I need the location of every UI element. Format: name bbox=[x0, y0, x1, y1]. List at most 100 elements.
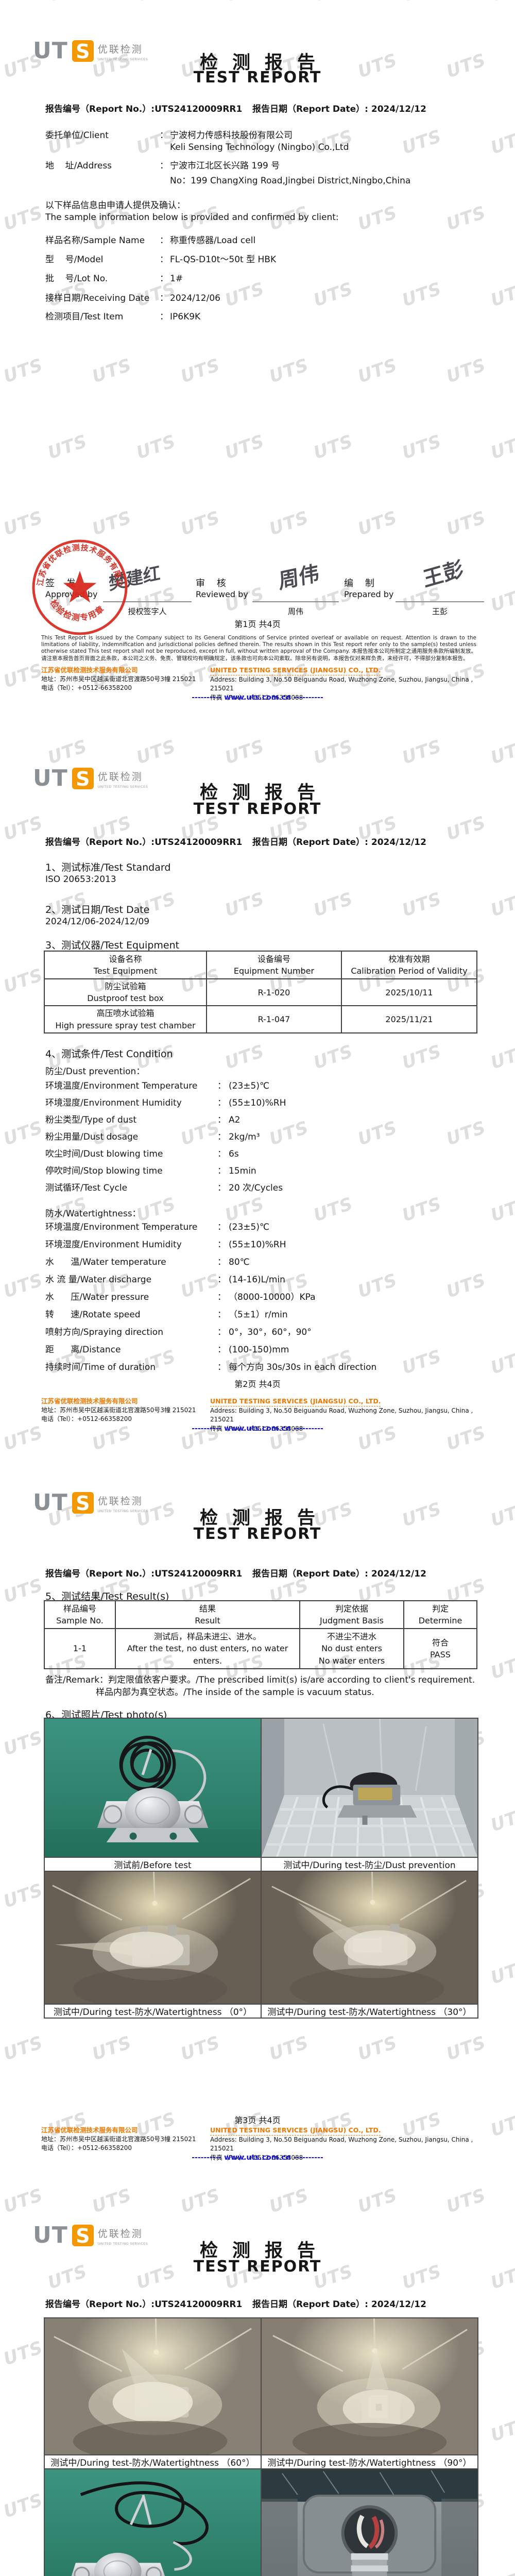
equipment-header-number: 设备编号 Equipment Number bbox=[206, 951, 342, 979]
colon: ： bbox=[160, 235, 168, 246]
colon: ： bbox=[160, 130, 168, 141]
client-row: 委托单位/Client ：宁波柯力传感科技股份有限公司 bbox=[45, 128, 293, 141]
water-condition-row: 转 速/Rotate speed：（5±1）r/min bbox=[45, 1310, 288, 1320]
result-description: 测试后，样品未进尘、进水。 After the test, no dust ent… bbox=[115, 1628, 300, 1669]
report-no-line: 报告编号（Report No.）:UTS24120009RR1 报告日期（Rep… bbox=[0, 101, 515, 114]
section-3-title: 3、测试仪器/Test Equipment bbox=[45, 940, 180, 951]
model-label: 型 号/Model bbox=[45, 255, 104, 265]
logo-ut-text: UT bbox=[33, 1489, 68, 1516]
logo-cn-text: 优联检测 bbox=[97, 771, 143, 783]
footer-company-cn: 江苏省优联检测技术服务有限公司 bbox=[41, 666, 138, 674]
remark-label: 备注/Remark： bbox=[45, 1675, 109, 1685]
prepared-signature: 王彭 bbox=[421, 557, 466, 592]
lot-no-label: 批 号/Lot No. bbox=[45, 274, 108, 284]
results-header-basis: 判定依据 Judgment Basis bbox=[299, 1600, 404, 1629]
page-number: 第1页 共4页 bbox=[234, 619, 281, 629]
sample-name-label: 样品名称/Sample Name bbox=[45, 235, 145, 246]
photo-caption: 测试中/During test-防水/Watertightness （90°） bbox=[261, 2454, 478, 2469]
receiving-date-row: 接样日期/Receiving Date ： 2024/12/06 bbox=[45, 291, 220, 303]
equipment-name-1: 防尘试验箱 Dustproof test box bbox=[44, 978, 207, 1007]
report-no-line: 报告编号（Report No.）:UTS24120009RR1 报告日期（Rep… bbox=[0, 2297, 515, 2310]
prepared-label-en: Prepared by bbox=[344, 589, 394, 599]
logo-s-box: S bbox=[72, 40, 94, 63]
dust-condition-row: 环境温度/Environment Temperature： (23±5)℃ bbox=[45, 1081, 270, 1091]
test-photos-table-1: 测试前/Before test 测试中/During test-防尘/Dust … bbox=[44, 1718, 478, 2019]
uts-logo: UT S 优联检测 UNITED TESTING SERVICES bbox=[33, 767, 148, 790]
footer-tel: 电话（Tel）：+0512-66358200 bbox=[41, 684, 132, 691]
report-no-value: UTS24120009RR1 bbox=[154, 837, 243, 848]
lot-no-row: 批 号/Lot No. ： 1# bbox=[45, 271, 183, 284]
address-label: 地 址/Address bbox=[45, 161, 112, 171]
company-stamp: 江苏省优联检测技术服务有限公司 检验检测专用章 bbox=[30, 537, 128, 635]
model-value: FL-QS-D10t～50t 型 HBK bbox=[170, 255, 277, 265]
address-value-cn: 宁波市江北区长兴路 199 号 bbox=[170, 161, 280, 171]
results-table-header: 样品编号 Sample No. 结果 Result 判定依据 Judgment Bas… bbox=[44, 1600, 477, 1629]
colon: ： bbox=[160, 274, 168, 284]
report-no-value: UTS24120009RR1 bbox=[154, 104, 243, 114]
footer-address-en: Address: Building 3, No.50 Beiguandu Roa… bbox=[210, 1406, 473, 1423]
footer-fax: 传真（Fax）：+0512-66358088 bbox=[210, 693, 303, 701]
test-item-value: IP6K9K bbox=[170, 312, 201, 322]
footer-website-link[interactable]: ---------- www.uts.com.cn ---------- bbox=[192, 2154, 323, 2162]
footer-website-link[interactable]: ---------- www.uts.com.cn ---------- bbox=[192, 693, 323, 702]
page-title-en: TEST REPORT bbox=[193, 69, 322, 87]
results-header-determine: 判定 Determine bbox=[403, 1600, 477, 1629]
photo-caption: 测试中/During test-防水/Watertightness （60°） bbox=[44, 2454, 262, 2469]
equipment-header-name: 设备名称 Test Equipment bbox=[44, 951, 207, 979]
water-condition-row: 环境湿度/Environment Humidity： (55±10)%RH bbox=[45, 1240, 286, 1250]
colon: ： bbox=[160, 312, 168, 322]
footer-company-en: UNITED TESTING SERVICES (JIANGSU) CO., L… bbox=[210, 1397, 381, 1406]
report-date-label: 报告日期（Report Date）: bbox=[252, 1569, 368, 1579]
dust-condition-row: 环境湿度/Environment Humidity： (55±10)%RH bbox=[45, 1098, 286, 1108]
equipment-name-2: 高压喷水试验箱 High pressure spray test chamber bbox=[44, 1005, 207, 1033]
address-row: 地 址/Address ：宁波市江北区长兴路 199 号 bbox=[45, 158, 280, 171]
logo-s-box: S bbox=[72, 1492, 94, 1515]
sample-name-value: 称重传感器/Load cell bbox=[170, 235, 256, 246]
photo-watertightness-90deg bbox=[261, 2317, 478, 2455]
footer-fax: 传真（Fax）：+0512-66358088 bbox=[210, 1425, 303, 1432]
section-4-title: 4、测试条件/Test Condition bbox=[45, 1048, 173, 1060]
report-no-label: 报告编号（Report No.）: bbox=[45, 1569, 155, 1579]
report-date-label: 报告日期（Report Date）: bbox=[252, 104, 368, 114]
footer-tel: 电话（Tel）：+0512-66358200 bbox=[41, 1415, 132, 1422]
logo-s-box: S bbox=[72, 2225, 94, 2247]
remark-text-1: 判定限值依客户要求。/The prescribed limit(s) is/ar… bbox=[108, 1675, 475, 1685]
page-number: 第2页 共4页 bbox=[234, 1379, 281, 1389]
reviewed-label-cn: 审 核 bbox=[196, 578, 226, 589]
report-page-4: UT S 优联检测 UNITED TESTING SERVICES 检测报告 T… bbox=[0, 2200, 515, 2576]
footer-address-cn: 地址：苏州市吴中区越溪街道北官渡路50号3幢 215021 bbox=[41, 675, 196, 683]
dust-condition-row: 粉尘类型/Type of dust： A2 bbox=[45, 1115, 241, 1125]
water-condition-row: 距 离/Distance： (100-150)mm bbox=[45, 1345, 289, 1355]
receiving-date-value: 2024/12/06 bbox=[170, 293, 220, 303]
sample-name-row: 样品名称/Sample Name ：称重传感器/Load cell bbox=[45, 233, 255, 246]
results-table: 样品编号 Sample No. 结果 Result 判定依据 Judgment Bas… bbox=[44, 1600, 477, 1669]
footer-website-link[interactable]: ---------- www.uts.com.cn ---------- bbox=[192, 1425, 323, 1433]
section-1-title: 1、测试标准/Test Standard bbox=[45, 862, 171, 873]
water-condition-row: 水 流 量/Water discharge： (14-16)L/min bbox=[45, 1275, 285, 1285]
dust-condition-row: 粉尘用量/Dust dosage： 2kg/m³ bbox=[45, 1132, 260, 1142]
water-condition-row: 环境温度/Environment Temperature： (23±5)℃ bbox=[45, 1222, 270, 1232]
sample-note-cn: 以下样品信息由申请人提供及确认： bbox=[45, 200, 185, 211]
footer-company-cn-block: 江苏省优联检测技术服务有限公司 地址：苏州市吴中区越溪街道北官渡路50号3幢 2… bbox=[41, 2126, 211, 2153]
photo-caption: 测试中/During test-防水/Watertightness （0°） bbox=[44, 2004, 262, 2019]
prepared-signer-name: 王彭 bbox=[432, 607, 448, 616]
report-page-1: UT S 优联检测 UNITED TESTING SERVICES 检测报告 T… bbox=[0, 0, 515, 729]
report-no-line: 报告编号（Report No.）:UTS24120009RR1 报告日期（Rep… bbox=[0, 835, 515, 848]
logo-cn-text: 优联检测 bbox=[97, 2228, 143, 2240]
logo-s-box: S bbox=[72, 768, 94, 790]
page-title-en: TEST REPORT bbox=[193, 800, 322, 818]
prepared-label-cn: 编 制 bbox=[344, 578, 374, 589]
test-item-label: 检测项目/Test Item bbox=[45, 312, 124, 322]
reviewed-label-en: Reviewed by bbox=[196, 589, 248, 599]
footer-tel: 电话（Tel）：+0512-66358200 bbox=[41, 2144, 132, 2151]
equipment-number-2: R-1-047 bbox=[206, 1005, 342, 1033]
page-title-cn: 检测报告 bbox=[199, 1508, 330, 1529]
uts-logo: UT S 优联检测 UNITED TESTING SERVICES bbox=[33, 2224, 148, 2247]
footer-company-cn: 江苏省优联检测技术服务有限公司 bbox=[41, 1397, 138, 1405]
page-title-cn: 检测报告 bbox=[199, 2241, 330, 2261]
logo-en-text: UNITED TESTING SERVICES bbox=[97, 57, 148, 61]
equipment-table: 设备名称 Test Equipment 设备编号 Equipment Number … bbox=[44, 951, 477, 1033]
colon: ： bbox=[160, 293, 168, 303]
report-page-3: UT S 优联检测 UNITED TESTING SERVICES 检测报告 T… bbox=[0, 1484, 515, 2200]
